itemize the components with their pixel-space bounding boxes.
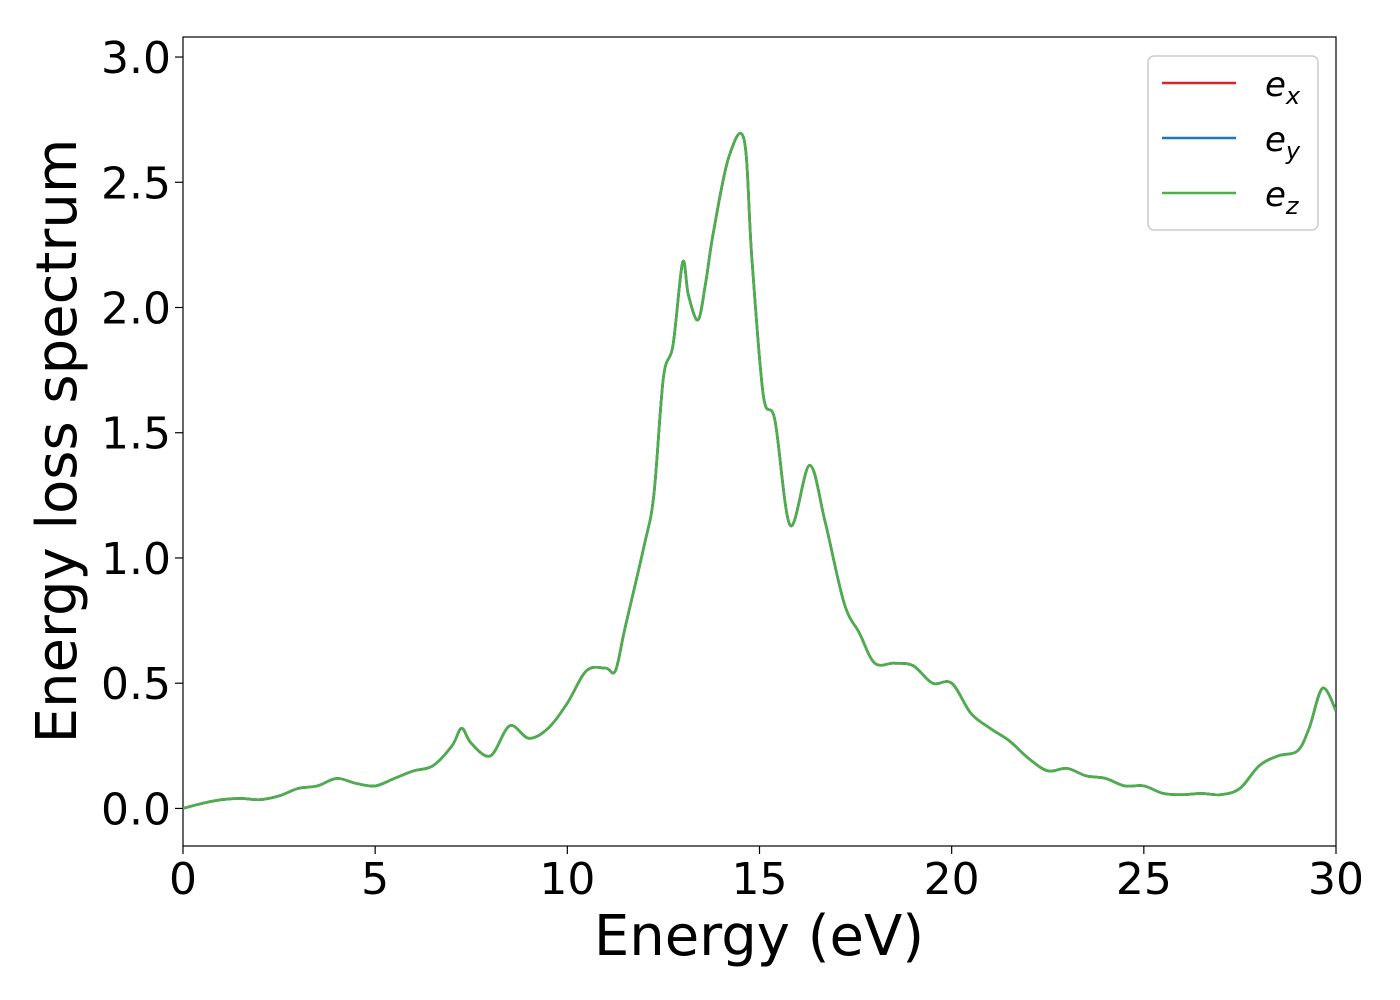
y-tick-label: 0.5 <box>101 659 171 710</box>
y-tick-label: 1.5 <box>101 409 171 460</box>
x-tick-label: 25 <box>1116 854 1172 905</box>
x-tick-label: 5 <box>361 854 389 905</box>
x-tick-label: 15 <box>732 854 788 905</box>
x-tick-label: 10 <box>539 854 595 905</box>
y-tick-label: 2.5 <box>101 158 171 209</box>
series-layer <box>183 131 1336 810</box>
x-tick-label: 20 <box>924 854 980 905</box>
y-tick-label: 0.0 <box>101 784 171 835</box>
series-line-ez <box>183 131 1336 810</box>
x-tick-label: 30 <box>1308 854 1364 905</box>
legend-label-ez: ez <box>1265 175 1300 220</box>
x-axis-label: Energy (eV) <box>594 904 924 969</box>
legend: ex ey ez <box>1147 55 1319 231</box>
plot-area <box>182 36 1337 847</box>
y-tick-label: 1.0 <box>101 534 171 585</box>
y-tick-label: 3.0 <box>101 33 171 84</box>
ticks-layer: 0 5 10 15 20 25 30 0.0 0.5 1.0 1.5 2.0 2.5 3.0 <box>101 33 1364 905</box>
x-tick-label: 0 <box>169 854 197 905</box>
y-tick-label: 2.0 <box>101 284 171 335</box>
y-axis-label: Energy loss spectrum <box>25 139 90 744</box>
legend-box <box>1147 55 1319 231</box>
legend-label-ey: ey <box>1265 120 1301 165</box>
legend-label-ex: ex <box>1265 65 1301 110</box>
